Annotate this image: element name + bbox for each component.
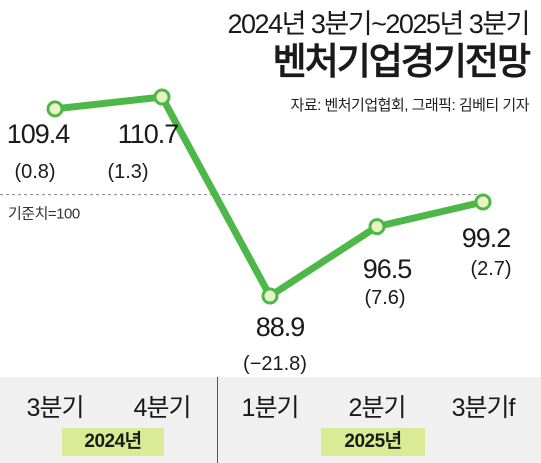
value-label: 99.2	[462, 223, 511, 253]
year-label-2025: 2025년	[321, 428, 425, 456]
data-point	[153, 88, 171, 106]
data-point	[46, 100, 64, 118]
change-label: (−21.8)	[243, 353, 307, 375]
x-tick-label: 3분기f	[451, 394, 516, 422]
x-tick-label: 4분기	[133, 394, 192, 422]
year-label-2024: 2024년	[62, 428, 164, 456]
change-label: (2.7)	[470, 258, 511, 280]
value-label: 96.5	[363, 254, 412, 284]
year-divider	[217, 377, 218, 463]
line-chart: 기준치=100 109.4 (0.8) 110.7 (1.3) 88.9 (−21.8) 9…	[0, 88, 512, 375]
chart-title: 벤처기업경기전망	[272, 41, 531, 82]
baseline-label: 기준치=100	[8, 206, 80, 223]
source-credit: 자료: 벤처기업협회, 그래픽: 김베티 기자	[290, 97, 530, 114]
data-point	[261, 287, 279, 305]
x-tick-label: 2분기	[348, 394, 407, 422]
chart-subtitle: 2024년 3분기~2025년 3분기	[227, 9, 531, 39]
value-label: 88.9	[256, 312, 305, 342]
data-point	[474, 193, 492, 211]
x-tick-label: 1분기	[241, 394, 300, 422]
data-point	[368, 218, 386, 236]
change-label: (7.6)	[364, 287, 405, 309]
value-label: 109.4	[7, 119, 71, 149]
change-label: (0.8)	[14, 161, 55, 183]
change-label: (1.3)	[107, 161, 148, 183]
value-label: 110.7	[118, 119, 179, 149]
x-tick-label: 3분기	[26, 394, 85, 422]
